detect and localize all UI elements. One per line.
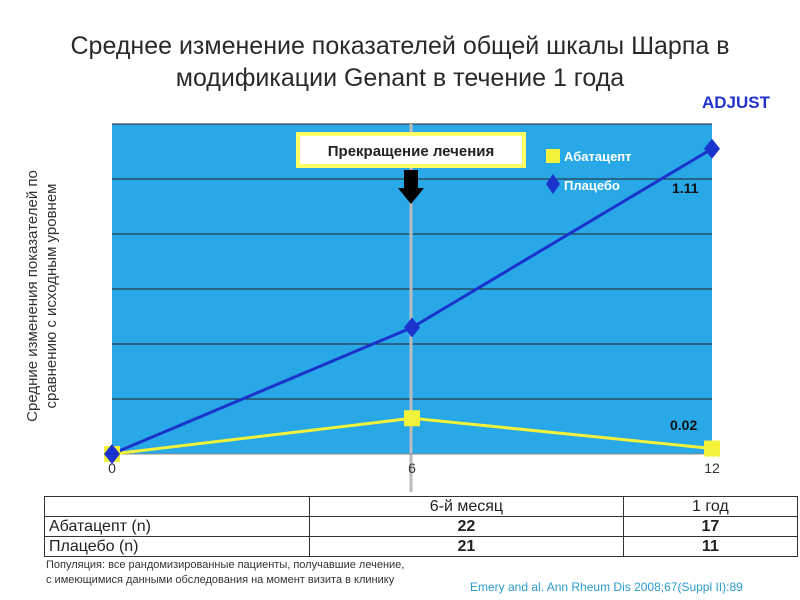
- arrow-down-icon: [398, 170, 424, 204]
- table-header-row: 6-й месяц 1 год: [44, 496, 799, 517]
- table-row: Абатацепт (n) 22 17: [44, 516, 799, 537]
- data-label-abatacept-12: 0.02: [670, 417, 697, 433]
- table-row-label: Абатацепт (n): [44, 516, 310, 537]
- data-point-placebo-0: [104, 444, 120, 464]
- callout-box: [296, 132, 526, 168]
- table-cell: 11: [622, 536, 799, 557]
- table-cell: 22: [309, 516, 624, 537]
- data-point-abatacept-6: [404, 410, 420, 427]
- series-markers: [104, 138, 720, 464]
- legend-label-placebo: Плацебо: [564, 178, 620, 193]
- legend-swatch-abatacept: [546, 149, 560, 163]
- title-line-1: Среднее изменение показателей общей шкал…: [70, 32, 730, 60]
- table-row: Плацебо (n) 21 11: [44, 536, 799, 557]
- population-footnote: Популяция: все рандомизированные пациент…: [46, 558, 404, 588]
- footnote-line-2: с имеющимися данными обследования на мом…: [46, 574, 395, 586]
- data-point-placebo-12: [704, 138, 720, 159]
- table-header-cell: 6-й месяц: [309, 496, 624, 517]
- data-point-placebo-6: [404, 317, 420, 338]
- title-line-2: модификации Genant в течение 1 года: [175, 64, 625, 92]
- legend: Абатацепт Плацебо: [546, 149, 632, 194]
- citation: Emery and al. Ann Rheum Dis 2008;67(Supp…: [470, 580, 743, 594]
- x-tick-labels: 0 6 12: [108, 460, 720, 476]
- x-tick-label: 12: [704, 460, 720, 476]
- table-cell: 21: [309, 536, 624, 557]
- data-label-placebo-12: 1.11: [672, 180, 699, 196]
- table-cell: 17: [622, 516, 799, 537]
- footnote-line-1: Популяция: все рандомизированные пациент…: [46, 559, 405, 571]
- adjust-badge: ADJUST: [701, 93, 770, 112]
- callout-text: Прекращение лечения: [328, 143, 494, 160]
- chart-title: Среднее изменение показателей общей шкал…: [0, 30, 800, 94]
- legend-label-abatacept: Абатацепт: [564, 149, 632, 164]
- patient-count-table: 6-й месяц 1 год Абатацепт (n) 22 17 Плац…: [44, 496, 799, 557]
- x-tick-label: 0: [108, 460, 116, 476]
- table-header-cell: [44, 496, 310, 517]
- table-row-label: Плацебо (n): [44, 536, 310, 557]
- table-header-cell: 1 год: [622, 496, 799, 517]
- x-tick-label: 6: [408, 460, 416, 476]
- data-point-abatacept-12: [704, 440, 720, 457]
- legend-swatch-placebo: [546, 174, 560, 194]
